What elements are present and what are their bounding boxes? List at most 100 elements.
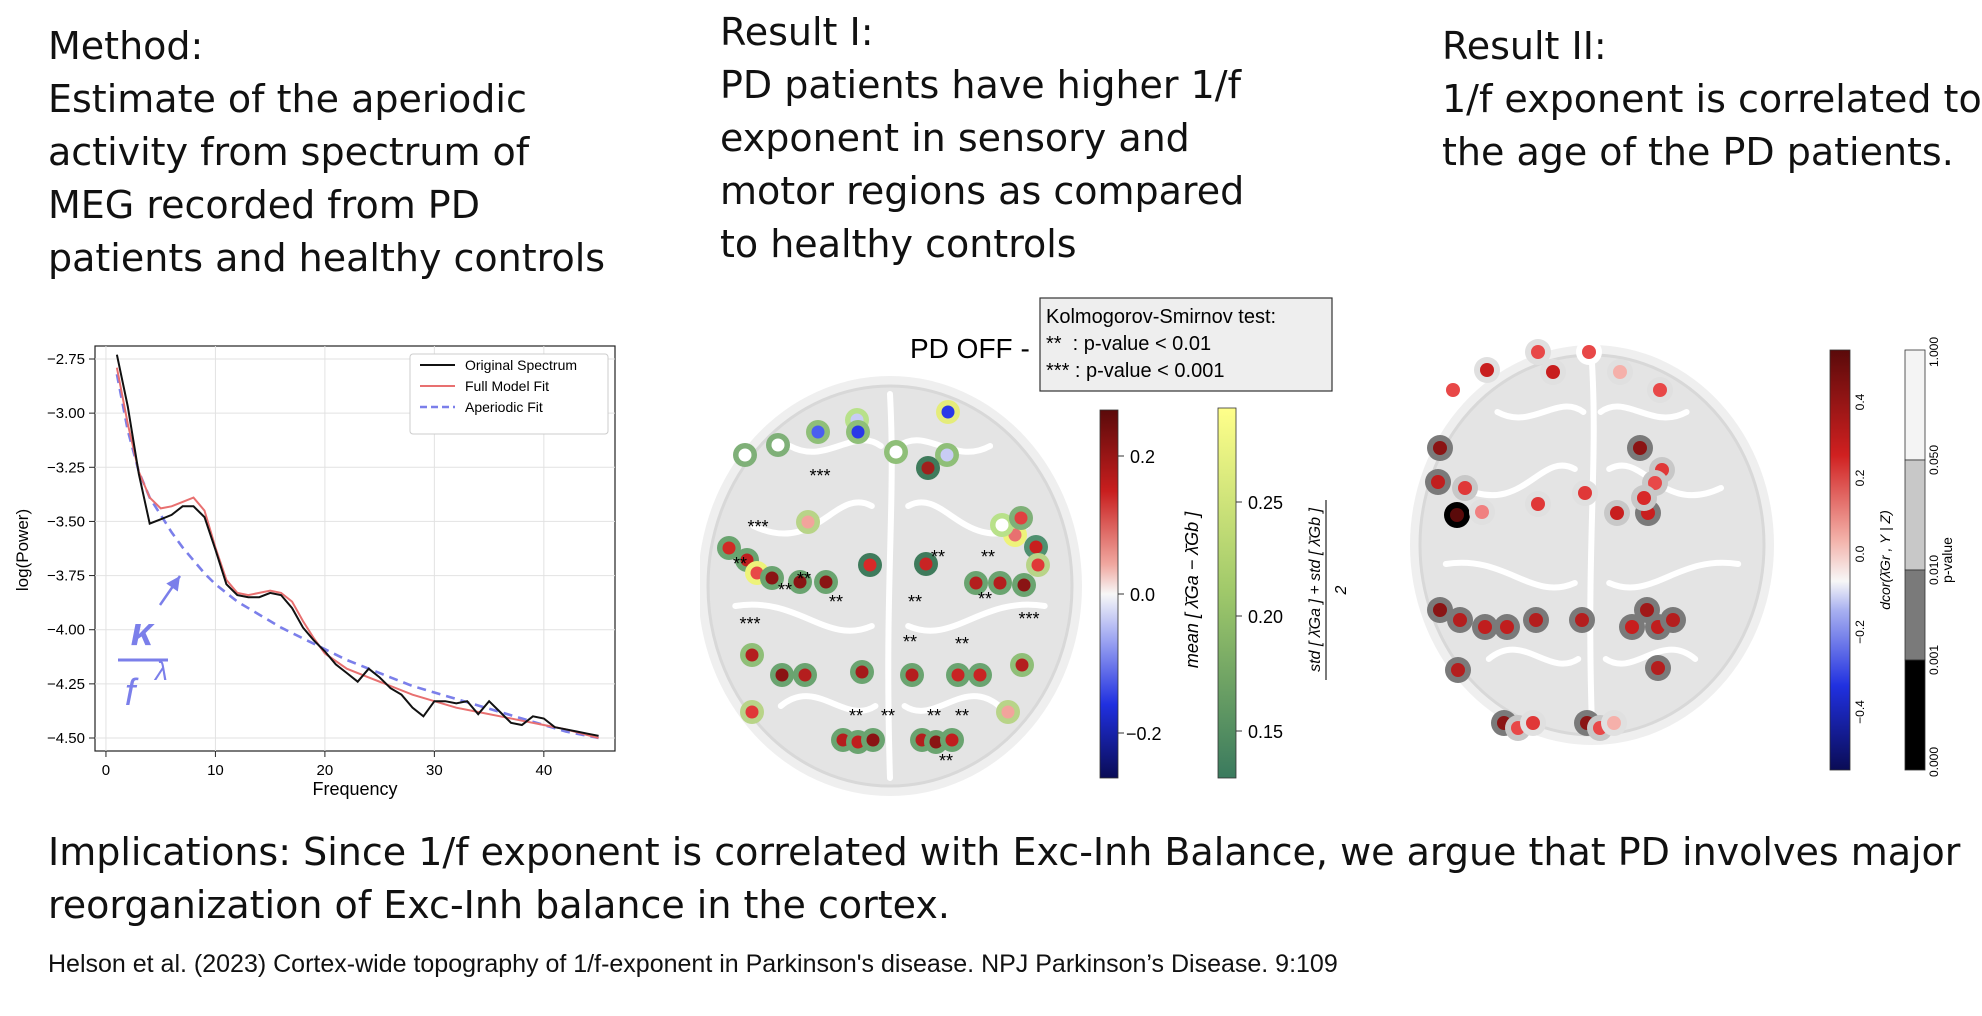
cbar-std-tick: 0.20 <box>1248 607 1283 627</box>
electrode-value <box>1578 486 1592 500</box>
series-line-original-spectrum <box>115 354 599 737</box>
electrode-value <box>1446 383 1460 397</box>
y-tick-label: −4.00 <box>47 622 85 639</box>
electrode-value <box>1029 540 1043 554</box>
significance-star: ** <box>733 554 747 574</box>
method-line: Estimate of the aperiodic <box>48 77 527 121</box>
brain-sulcus <box>1494 403 1587 421</box>
brain-sulcus <box>905 601 1048 634</box>
colorbar-std: 0.25 0.20 0.15 std [ λ̄Ga ] + std [ λ̄Gb… <box>1217 407 1350 779</box>
series-lines <box>115 354 599 740</box>
electrode-value <box>801 515 815 529</box>
result1-line: Result I: <box>720 10 874 54</box>
electrode-value <box>863 558 877 572</box>
ks-test-line1: ** : p-value < 0.01 <box>1046 333 1211 355</box>
electrode-value <box>1529 613 1543 627</box>
electrode-value <box>1014 511 1028 525</box>
brain-sulcus <box>1597 403 1690 421</box>
electrode-value <box>722 541 736 555</box>
colorbar-pvalue: 1.000 0.050 0.010 0.001 0.000 p-value <box>1904 337 1955 777</box>
electrode-value <box>1651 661 1665 675</box>
significance-star: ** <box>927 706 941 726</box>
method-line: activity from spectrum of <box>48 130 530 174</box>
result1-line: to healthy controls <box>720 222 1077 266</box>
brain-sulcus <box>732 601 875 634</box>
brain-sulcus <box>901 693 1003 714</box>
electrode-value <box>1648 476 1662 490</box>
cbar-p-label: p-value <box>1939 537 1955 583</box>
result1-line: exponent in sensory and <box>720 116 1190 160</box>
implications-line: reorganization of Exc-Inh balance in the… <box>48 883 950 927</box>
brain-topography-pd-off-hc: PD OFF - HC Kolmogorov-Smirnov test: ** … <box>700 297 1350 796</box>
electrode-value <box>1480 363 1494 377</box>
electrode-value <box>973 668 987 682</box>
electrode-value <box>995 518 1009 532</box>
cbar-std-label: std [ λ̄Ga ] + std [ λ̄Gb ] <box>1307 508 1324 672</box>
x-tick-label: 40 <box>535 762 552 779</box>
y-tick-label: −3.00 <box>47 405 85 422</box>
result2-text: Result II: 1/f exponent is correlated to… <box>1442 20 1982 179</box>
significance-star: ** <box>829 592 843 612</box>
electrode-value <box>1431 475 1445 489</box>
significance-star: ** <box>797 569 811 589</box>
brain-sulcus <box>1602 646 1699 667</box>
electrode-value <box>811 425 825 439</box>
significance-star: ** <box>978 589 992 609</box>
result2-line: 1/f exponent is correlated to <box>1442 77 1982 121</box>
significance-star: *** <box>747 517 768 537</box>
result1-line: PD patients have higher 1/f <box>720 63 1241 107</box>
ks-test-box: Kolmogorov-Smirnov test: ** : p-value < … <box>1039 297 1333 392</box>
kappa-symbol: κ <box>131 610 156 654</box>
implications-text: Implications: Since 1/f exponent is corr… <box>48 826 1960 932</box>
cbar-dcor-tick: 0.4 <box>1853 393 1867 410</box>
brain-sulcus <box>777 693 879 714</box>
ks-test-title: Kolmogorov-Smirnov test: <box>1046 306 1276 328</box>
electrode-value <box>1458 481 1472 495</box>
electrode-value <box>921 461 935 475</box>
electrode-value <box>793 575 807 589</box>
electrode-value <box>940 448 954 462</box>
cbar-dcor-tick: 0.0 <box>1853 545 1867 562</box>
electrode-value <box>1653 383 1667 397</box>
electrode-value <box>951 668 965 682</box>
kappa-annotation: κ f λ <box>118 575 182 714</box>
electrode-value <box>1531 497 1545 511</box>
cbar-p-tick: 1.000 <box>1927 337 1941 367</box>
citation: Helson et al. (2023) Cortex-wide topogra… <box>48 950 1338 978</box>
electrode-value <box>919 557 933 571</box>
x-tick-label: 0 <box>102 762 110 779</box>
y-axis-label: log(Power) <box>13 509 32 591</box>
ks-test-line2: *** : p-value < 0.001 <box>1046 360 1224 382</box>
brain-sulcus <box>1460 462 1578 499</box>
significance-star: ** <box>939 751 953 771</box>
brain-sulcus <box>1587 360 1597 730</box>
electrode-value <box>1478 620 1492 634</box>
colorbar-dcor: 0.4 0.2 0.0 −0.2 −0.4 dcor(λ̄Gr , Y | Z) <box>1829 349 1893 771</box>
significance-star: *** <box>1018 609 1039 629</box>
significance-star: ** <box>931 547 945 567</box>
brain-sulcus <box>885 391 895 781</box>
brain-sulcus <box>1485 646 1582 667</box>
electrode-value <box>1450 508 1464 522</box>
electrode-value <box>1637 491 1651 505</box>
method-text: Method: Estimate of the aperiodic activi… <box>48 20 605 285</box>
electrode-value <box>1500 620 1514 634</box>
electrode-value <box>1433 441 1447 455</box>
significance-star: ** <box>981 547 995 567</box>
y-tick-label: −3.25 <box>47 459 85 476</box>
electrode-value <box>1666 613 1680 627</box>
brain-outline <box>1410 345 1774 745</box>
electrode-value <box>771 438 785 452</box>
brain-sulcus <box>1606 559 1742 591</box>
electrode-value <box>1526 716 1540 730</box>
electrode-value <box>1633 441 1647 455</box>
significance-stars: ***** ** ******** *************** **** ** ** **… <box>733 466 1040 771</box>
method-line: Method: <box>48 24 204 68</box>
colorbar-mean: 0.2 0.0 −0.2 mean [ λ̄Ga − λ̄Gb ] <box>1099 409 1202 779</box>
cbar-mean-tick: −0.2 <box>1126 724 1162 744</box>
x-axis-label: Frequency <box>312 779 397 799</box>
electrode-value <box>929 735 943 749</box>
electrode-value <box>945 733 959 747</box>
electrode-value <box>1640 603 1654 617</box>
electrode-value <box>1475 505 1489 519</box>
